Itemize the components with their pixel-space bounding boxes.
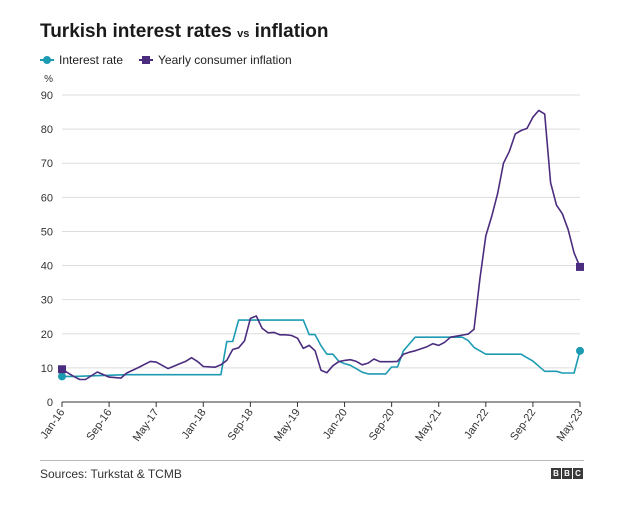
legend-interest-label: Interest rate [59, 53, 124, 67]
y-tick-label: 40 [41, 261, 53, 273]
x-tick-label: Jan-16 [38, 407, 67, 441]
legend-circle-marker [43, 56, 51, 64]
y-tick-label: 10 [41, 363, 53, 375]
x-tick-label: Jan-22 [462, 407, 491, 441]
y-tick-label: 50 [41, 226, 53, 238]
y-tick-label: 20 [41, 329, 53, 341]
x-tick-label: May-19 [272, 407, 303, 444]
inflation-start-point [58, 365, 66, 374]
legend-interest-swatch [40, 56, 54, 64]
bbc-logo-letter: B [562, 468, 572, 479]
x-tick-label: Sep-22 [508, 407, 538, 443]
legend-item-interest: Interest rate [40, 53, 123, 67]
x-tick-label: Sep-16 [84, 407, 114, 443]
legend-square-marker [142, 56, 151, 64]
legend-inflation-label: Yearly consumer inflation [158, 53, 292, 67]
x-tick-label: Jan-18 [180, 407, 209, 441]
x-tick-label: May-21 [413, 407, 444, 444]
chart-title: Turkish interest rates vs inflation [40, 21, 329, 43]
interest-start-point [58, 372, 66, 381]
y-unit-label: % [44, 74, 53, 85]
x-tick-label: May-17 [131, 407, 162, 444]
x-tick-label: Sep-18 [226, 407, 256, 443]
legend-item-inflation: Yearly consumer inflation [139, 53, 292, 67]
y-tick-label: 0 [47, 397, 53, 409]
y-tick-label: 90 [41, 90, 53, 102]
title-main: Turkish interest rates [40, 21, 238, 42]
title-vs: vs [237, 28, 250, 40]
legend-inflation-swatch [139, 56, 154, 64]
inflation-line [61, 109, 581, 381]
title-end: inflation [249, 21, 329, 42]
interest-end-point [576, 346, 584, 355]
x-tick-label: May-23 [555, 407, 586, 444]
interest-rate-line [62, 319, 581, 378]
footer-divider [40, 460, 584, 461]
source-note: Sources: Turkstat & TCMB [40, 467, 182, 481]
bbc-logo: B B C [551, 468, 583, 479]
inflation-end-point [576, 262, 584, 271]
y-tick-label: 70 [41, 158, 53, 170]
y-tick-label: 30 [41, 295, 53, 307]
x-tick-label: Sep-20 [367, 407, 397, 443]
bbc-logo-letter: C [573, 468, 583, 479]
y-tick-label: 80 [41, 124, 53, 136]
x-tick-label: Jan-20 [321, 407, 350, 441]
bbc-logo-letter: B [551, 468, 561, 479]
chart-legend: Interest rate Yearly consumer inflation [40, 53, 292, 67]
y-tick-label: 60 [41, 192, 53, 204]
